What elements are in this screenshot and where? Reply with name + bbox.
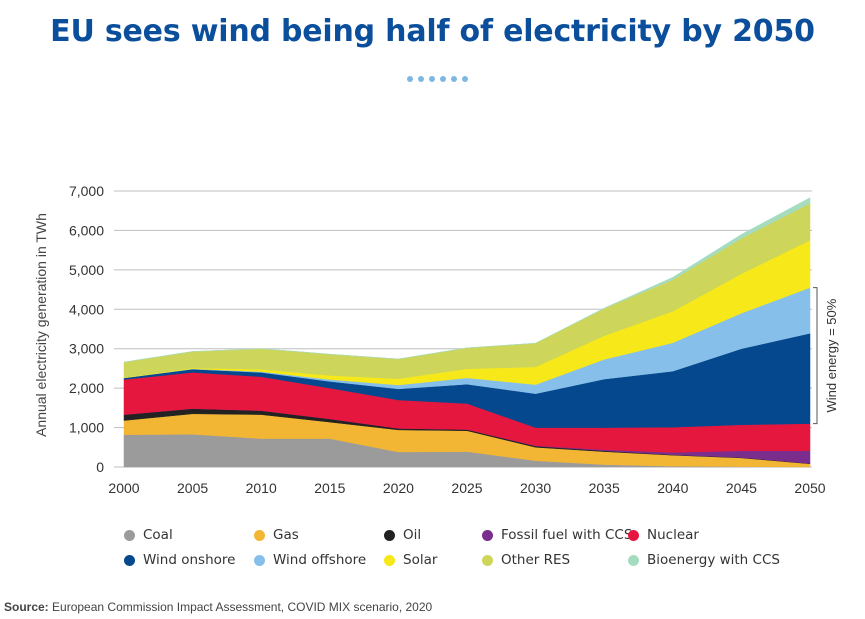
divider-dot — [462, 76, 468, 82]
annotation-label: Wind energy = 50% — [824, 298, 839, 412]
chart-legend: Coal Gas Oil Fossil fuel with CCS Nuclear Win… — [124, 527, 824, 568]
legend-item: Gas — [254, 527, 384, 543]
x-axis: 2000 2005 2010 2015 2020 2025 2030 2035 2040 2045… — [108, 480, 825, 496]
divider-dot — [407, 76, 413, 82]
y-tick-label: 5,000 — [69, 262, 104, 278]
legend-item: Oil — [384, 527, 482, 543]
x-tick-label: 2040 — [657, 480, 688, 496]
wind-annotation: Wind energy = 50% — [813, 287, 839, 425]
source-text: European Commission Impact Assessment, C… — [52, 600, 433, 614]
area-series — [123, 197, 811, 468]
divider-dot — [429, 76, 435, 82]
legend-label: Solar — [403, 552, 438, 568]
y-tick-label: 7,000 — [69, 183, 104, 199]
y-tick-label: 0 — [96, 459, 104, 475]
y-tick-label: 3,000 — [69, 341, 104, 357]
y-axis: 0 1,000 2,000 3,000 4,000 5,000 6,000 7,000 — [69, 183, 104, 475]
x-tick-label: 2045 — [726, 480, 757, 496]
legend-label: Oil — [403, 527, 422, 543]
source-label: Source: — [4, 600, 49, 614]
legend-swatch — [254, 554, 265, 566]
y-axis-label: Annual electricity generation in TWh — [33, 213, 49, 437]
source-note: Source: European Commission Impact Asses… — [4, 600, 432, 614]
divider-dot — [451, 76, 457, 82]
legend-label: Other RES — [501, 552, 571, 568]
x-tick-label: 2035 — [589, 480, 620, 496]
legend-item: Solar — [384, 552, 482, 568]
x-tick-label: 2015 — [314, 480, 345, 496]
legend-swatch — [628, 529, 639, 541]
legend-swatch — [384, 529, 395, 541]
title-divider-dots — [407, 76, 468, 82]
legend-item: Nuclear — [628, 527, 794, 543]
legend-item: Other RES — [482, 552, 628, 568]
legend-label: Wind onshore — [143, 552, 236, 568]
x-tick-label: 2025 — [451, 480, 482, 496]
x-tick-label: 2000 — [108, 480, 139, 496]
x-tick-label: 2020 — [383, 480, 414, 496]
y-tick-label: 4,000 — [69, 301, 104, 317]
y-tick-label: 1,000 — [69, 420, 104, 436]
legend-label: Wind offshore — [273, 552, 367, 568]
legend-swatch — [628, 554, 639, 566]
y-tick-label: 2,000 — [69, 380, 104, 396]
divider-dot — [440, 76, 446, 82]
legend-swatch — [254, 529, 265, 541]
legend-item: Wind onshore — [124, 552, 254, 568]
legend-swatch — [124, 529, 135, 541]
divider-dot — [418, 76, 424, 82]
legend-label: Bioenergy with CCS — [647, 552, 780, 568]
legend-label: Nuclear — [647, 527, 699, 543]
legend-label: Gas — [273, 527, 299, 543]
legend-swatch — [482, 529, 493, 541]
legend-item: Wind offshore — [254, 552, 384, 568]
area-bioenergy-with-ccs — [123, 197, 811, 363]
x-tick-label: 2010 — [246, 480, 277, 496]
x-tick-label: 2005 — [177, 480, 208, 496]
y-tick-label: 6,000 — [69, 222, 104, 238]
legend-item: Bioenergy with CCS — [628, 552, 794, 568]
legend-swatch — [482, 554, 493, 566]
legend-item: Coal — [124, 527, 254, 543]
legend-label: Fossil fuel with CCS — [501, 527, 633, 543]
legend-label: Coal — [143, 527, 173, 543]
legend-swatch — [124, 554, 135, 566]
x-tick-label: 2030 — [520, 480, 551, 496]
x-tick-label: 2050 — [794, 480, 825, 496]
annotation-bracket — [813, 287, 818, 425]
legend-swatch — [384, 554, 395, 566]
legend-item: Fossil fuel with CCS — [482, 527, 632, 543]
chart-title: EU sees wind being half of electricity b… — [50, 14, 815, 49]
